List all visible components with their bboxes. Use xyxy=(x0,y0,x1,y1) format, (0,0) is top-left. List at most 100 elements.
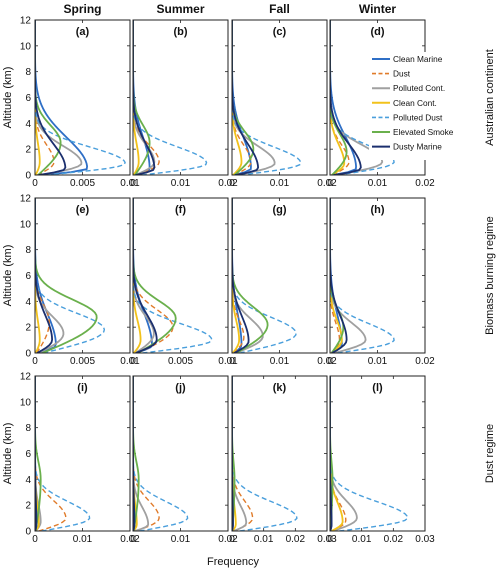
x-tick-label: 0.02 xyxy=(317,356,337,367)
x-tick-label: 0.02 xyxy=(218,534,238,545)
x-tick-label: 0.01 xyxy=(270,178,290,189)
series-line-polluted-dust xyxy=(35,376,91,531)
x-tick-label: 0.03 xyxy=(317,534,337,545)
panel-label: (g) xyxy=(272,204,286,216)
x-tick-label: 0 xyxy=(229,178,235,189)
x-tick-label: 0 xyxy=(32,356,38,367)
series-line-clean-cont xyxy=(35,20,41,175)
x-tick-label: 0.02 xyxy=(384,534,404,545)
x-tick-label: 0.01 xyxy=(352,534,372,545)
panel-b: 0 0.01 0.02 (b) xyxy=(130,19,238,189)
y-tick-label: 8 xyxy=(25,423,31,434)
panel-label: (l) xyxy=(372,382,383,394)
panel-label: (i) xyxy=(77,382,88,394)
series-line-dust xyxy=(35,376,67,531)
x-tick-label: 0.005 xyxy=(70,178,95,189)
y-tick-label: 6 xyxy=(25,271,31,282)
series-line-polluted-cont xyxy=(330,376,358,531)
x-tick-label: 0 xyxy=(327,534,333,545)
x-tick-label: 0.01 xyxy=(73,534,93,545)
series-line-polluted-dust xyxy=(133,376,189,531)
axes-frame xyxy=(132,19,229,176)
x-tick-label: 0.01 xyxy=(120,178,140,189)
legend-item-polluted-cont: Polluted Cont. xyxy=(393,83,445,93)
x-tick-label: 0.02 xyxy=(415,178,435,189)
panel-a: 0 2 4 6 8 10 12 0 0.005 0.01 (a) xyxy=(20,16,140,190)
y-axis-label: Altitude (km) xyxy=(2,423,14,485)
y-tick-label: 0 xyxy=(25,527,31,538)
axes-frame xyxy=(132,197,229,354)
panel-label: (k) xyxy=(273,382,287,394)
panel-e: 0 2 4 6 8 10 12 0 0.005 0.01 (e) xyxy=(20,194,140,368)
x-tick-label: 0.01 xyxy=(120,356,140,367)
x-tick-label: 0 xyxy=(229,356,235,367)
x-tick-label: 0.01 xyxy=(218,356,238,367)
panel-label: (f) xyxy=(175,204,186,216)
row-label-dust-regime: Dust regime xyxy=(484,424,496,483)
series-line-dust xyxy=(133,20,160,175)
panel-l: 0 0.01 0.02 0.03 (l) xyxy=(327,375,435,545)
legend: Clean Marine Dust Polluted Cont. Clean Cont… xyxy=(369,52,465,160)
x-tick-label: 0.01 xyxy=(171,178,191,189)
y-tick-label: 10 xyxy=(20,397,32,408)
axes-frame xyxy=(231,19,328,176)
y-tick-label: 4 xyxy=(25,297,31,308)
series-line-clean-cont xyxy=(232,198,241,353)
series-line-clean-cont xyxy=(133,20,140,175)
panel-k: 0 0.01 0.02 0.03 (k) xyxy=(229,375,337,545)
y-axis-label: Altitude (km) xyxy=(2,67,14,129)
x-tick-label: 0.01 xyxy=(368,356,388,367)
series-line-elevated-smoke xyxy=(232,376,236,531)
axes-frame xyxy=(34,19,131,176)
x-axis-label: Frequency xyxy=(207,556,259,568)
y-tick-label: 4 xyxy=(25,119,31,130)
x-tick-label: 0.01 xyxy=(254,534,274,545)
panel-j: 0 0.01 0.02 (j) xyxy=(130,375,238,545)
series-line-polluted-dust xyxy=(35,198,106,353)
legend-item-dusty-marine: Dusty Marine xyxy=(393,142,442,152)
x-tick-label: 0 xyxy=(130,178,136,189)
panel-label: (j) xyxy=(175,382,186,394)
y-axis-label: Altitude (km) xyxy=(2,245,14,307)
x-tick-label: 0 xyxy=(130,356,136,367)
x-tick-label: 0.02 xyxy=(286,534,306,545)
y-tick-label: 4 xyxy=(25,475,31,486)
legend-item-polluted-dust: Polluted Dust xyxy=(393,112,443,122)
series-line-clean-cont xyxy=(133,198,142,353)
panel-label: (d) xyxy=(370,26,384,38)
series-line-polluted-cont xyxy=(133,20,156,175)
y-tick-label: 12 xyxy=(20,194,32,205)
x-tick-label: 0 xyxy=(130,534,136,545)
series-line-polluted-dust xyxy=(232,198,297,353)
series-line-polluted-dust xyxy=(133,20,208,175)
x-tick-label: 0.01 xyxy=(368,178,388,189)
series-line-polluted-cont xyxy=(133,198,155,353)
axes-frame xyxy=(231,375,328,532)
panel-label: (e) xyxy=(76,204,90,216)
x-tick-label: 0.02 xyxy=(415,356,435,367)
series-line-clean-marine xyxy=(35,20,89,175)
panel-label: (b) xyxy=(173,26,187,38)
x-tick-label: 0.01 xyxy=(270,356,290,367)
axes-frame xyxy=(34,375,131,532)
legend-item-clean-marine: Clean Marine xyxy=(393,54,443,64)
y-tick-label: 8 xyxy=(25,245,31,256)
row-label-biomass-burning-regime: Biomass burning regime xyxy=(484,216,496,335)
axes-frame xyxy=(231,197,328,354)
panel-h: 0 0.01 0.02 (h) xyxy=(327,197,435,367)
x-tick-label: 0.03 xyxy=(415,534,435,545)
series-line-dusty-marine xyxy=(232,20,259,175)
y-tick-label: 2 xyxy=(25,145,31,156)
x-tick-label: 0.01 xyxy=(171,534,191,545)
season-header-summer: Summer xyxy=(156,2,204,16)
y-tick-label: 0 xyxy=(25,171,31,182)
x-tick-label: 0 xyxy=(32,178,38,189)
row-label-australian-continent: Australian continent xyxy=(484,49,496,146)
axes-frame xyxy=(34,197,131,354)
x-tick-label: 0 xyxy=(327,178,333,189)
series-line-clean-cont xyxy=(35,198,41,353)
y-tick-label: 2 xyxy=(25,323,31,334)
series-line-elevated-smoke xyxy=(232,20,255,175)
series-line-polluted-cont xyxy=(330,198,367,353)
